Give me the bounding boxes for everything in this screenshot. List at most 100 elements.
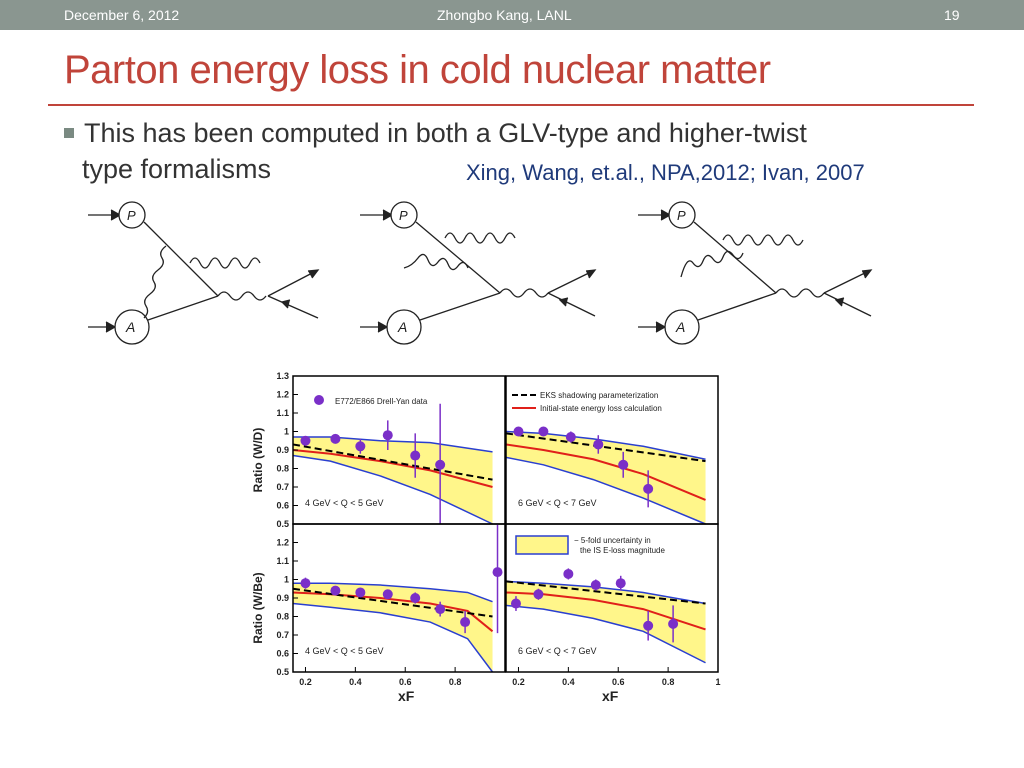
y-tick-label: 0.5 [276, 667, 289, 677]
data-point [618, 459, 629, 470]
y-tick-label: 0.9 [276, 593, 289, 603]
drell-yan-ratio-figure: 0.5 0.6 0.7 0.8 0.9 1 1.1 1.2 1.3 4 GeV < Q < 5 G… [248, 368, 728, 708]
data-point [563, 568, 574, 579]
data-point [590, 580, 601, 591]
header-bar: December 6, 2012 Zhongbo Kang, LANL 19 [0, 0, 1024, 30]
band-upper-edge [505, 430, 706, 460]
y-tick-label: 0.6 [276, 649, 289, 659]
y-tick-label: 1.3 [276, 371, 289, 381]
x-tick-label: 0.4 [562, 677, 575, 687]
y-tick-label: 0.7 [276, 482, 289, 492]
data-point [300, 435, 311, 446]
eks-curve [292, 587, 493, 618]
y-tick-label: 1.2 [276, 538, 289, 548]
eloss-curve [505, 443, 706, 501]
header-author: Zhongbo Kang, LANL [437, 7, 572, 23]
page-number: 19 [944, 7, 960, 23]
diagram-3-nucleus-label: A [675, 319, 685, 335]
legend-eloss: Initial-state energy loss calculation [540, 404, 662, 413]
eloss-curve [505, 591, 706, 631]
eloss-curve [292, 449, 493, 488]
header-date: December 6, 2012 [64, 7, 180, 23]
xlabel-right: xF [602, 688, 619, 704]
x-tick-label: 1 [715, 677, 720, 687]
data-point [643, 483, 654, 494]
diagram-2-nucleus-label: A [397, 319, 407, 335]
data-point [668, 618, 679, 629]
panel-label: 6 GeV < Q < 7 GeV [518, 498, 597, 508]
panel-4: 0.2 0.4 0.6 0.8 1 6 GeV < Q < 7 GeV [505, 523, 721, 687]
data-point [510, 598, 521, 609]
band-lower-edge [505, 604, 706, 664]
xlabel-left: xF [398, 688, 415, 704]
data-point [410, 450, 421, 461]
panel-label: 4 GeV < Q < 5 GeV [305, 646, 384, 656]
x-tick-label: 0.4 [349, 677, 362, 687]
data-point [300, 578, 311, 589]
x-tick-label: 0.8 [449, 677, 462, 687]
band-lower-edge [292, 454, 493, 525]
uncertainty-band [506, 581, 706, 663]
title-divider [48, 104, 974, 106]
data-point [533, 589, 544, 600]
x-tick-label: 0.6 [612, 677, 625, 687]
data-point [330, 433, 341, 444]
data-point [355, 441, 366, 452]
x-tick-label: 0.8 [662, 677, 675, 687]
y-tick-label: 0.6 [276, 501, 289, 511]
bullet-line-1: This has been computed in both a GLV-typ… [84, 118, 807, 148]
data-point [492, 567, 503, 578]
y-tick-label: 0.7 [276, 630, 289, 640]
data-point [538, 426, 549, 437]
bullet-icon [64, 128, 74, 138]
panel-label: 6 GeV < Q < 7 GeV [518, 646, 597, 656]
legend-data-marker [314, 395, 324, 405]
legend-data: E772/E866 Drell-Yan data [335, 397, 428, 406]
citation: Xing, Wang, et.al., NPA,2012; Ivan, 2007 [466, 160, 865, 185]
data-point [593, 439, 604, 450]
data-point [382, 589, 393, 600]
data-point [355, 587, 366, 598]
ylabel-top: Ratio (W/D) [251, 428, 265, 493]
y-tick-label: 1.2 [276, 390, 289, 400]
panel-2: 6 GeV < Q < 7 GeV [505, 375, 719, 525]
uncertainty-band [506, 431, 706, 524]
band-upper-edge [293, 436, 493, 453]
bullet-line-2: type formalisms [82, 154, 272, 184]
data-point [410, 593, 421, 603]
eks-curve [505, 580, 706, 605]
data-point [513, 426, 524, 437]
legend-band-1: − 5-fold uncertainty in [574, 536, 651, 545]
legend-eks: EKS shadowing parameterization [540, 391, 658, 400]
bullet-point: This has been computed in both a GLV-typ… [64, 115, 964, 187]
data-point [643, 620, 654, 631]
data-point [565, 432, 576, 443]
legend-band-swatch [515, 535, 569, 555]
data-point [615, 578, 626, 589]
x-tick-label: 0.2 [512, 677, 525, 687]
panel-3: 0.5 0.6 0.7 0.8 0.9 1 1.1 1.2 0.2 0.4 0.6 0.8 4 GeV … [276, 523, 506, 687]
diagram-2-proton-label: P [399, 208, 408, 223]
band-upper-edge [293, 582, 493, 603]
diagram-1-nucleus-label: A [125, 319, 135, 335]
eks-curve [292, 443, 493, 481]
slide-title: Parton energy loss in cold nuclear matte… [64, 48, 771, 92]
panel-label: 4 GeV < Q < 5 GeV [305, 498, 384, 508]
ylabel-bottom: Ratio (W/Be) [251, 572, 265, 643]
band-lower-edge [505, 456, 706, 525]
data-point [460, 617, 471, 628]
y-tick-label: 1.1 [276, 408, 289, 418]
diagram-3-proton-label: P [677, 208, 686, 223]
legend-band-2: the IS E-loss magnitude [580, 546, 665, 555]
data-point [382, 430, 393, 441]
diagram-1-proton-label: P [127, 208, 136, 223]
y-tick-label: 0.9 [276, 445, 289, 455]
panel-frame [505, 523, 719, 673]
y-tick-label: 0.8 [276, 464, 289, 474]
data-point [435, 459, 446, 470]
band-lower-edge [292, 602, 494, 673]
y-tick-label: 1.1 [276, 556, 289, 566]
data-point [435, 604, 446, 615]
x-tick-label: 0.2 [299, 677, 312, 687]
eks-curve [505, 432, 706, 463]
